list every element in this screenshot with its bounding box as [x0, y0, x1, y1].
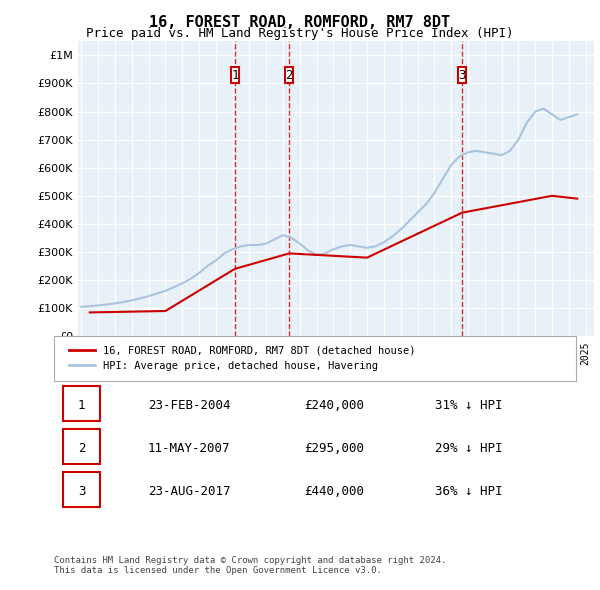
- FancyBboxPatch shape: [285, 67, 293, 83]
- Text: 1: 1: [78, 399, 85, 412]
- Text: 31% ↓ HPI: 31% ↓ HPI: [435, 399, 503, 412]
- Text: 3: 3: [78, 485, 85, 498]
- Text: 3: 3: [458, 68, 466, 82]
- FancyBboxPatch shape: [64, 429, 100, 464]
- Text: 29% ↓ HPI: 29% ↓ HPI: [435, 442, 503, 455]
- Text: 16, FOREST ROAD, ROMFORD, RM7 8DT: 16, FOREST ROAD, ROMFORD, RM7 8DT: [149, 15, 451, 30]
- Text: £440,000: £440,000: [305, 485, 365, 498]
- FancyBboxPatch shape: [64, 386, 100, 421]
- Text: 11-MAY-2007: 11-MAY-2007: [148, 442, 230, 455]
- FancyBboxPatch shape: [230, 67, 239, 83]
- Text: £295,000: £295,000: [305, 442, 365, 455]
- Text: 2: 2: [78, 442, 85, 455]
- Text: £240,000: £240,000: [305, 399, 365, 412]
- FancyBboxPatch shape: [458, 67, 466, 83]
- Text: Price paid vs. HM Land Registry's House Price Index (HPI): Price paid vs. HM Land Registry's House …: [86, 27, 514, 40]
- Text: 36% ↓ HPI: 36% ↓ HPI: [435, 485, 503, 498]
- Text: 23-FEB-2004: 23-FEB-2004: [148, 399, 230, 412]
- Legend: 16, FOREST ROAD, ROMFORD, RM7 8DT (detached house), HPI: Average price, detached: 16, FOREST ROAD, ROMFORD, RM7 8DT (detac…: [64, 342, 419, 375]
- Text: 1: 1: [231, 68, 239, 82]
- Text: 2: 2: [286, 68, 293, 82]
- FancyBboxPatch shape: [64, 472, 100, 507]
- Text: Contains HM Land Registry data © Crown copyright and database right 2024.
This d: Contains HM Land Registry data © Crown c…: [54, 556, 446, 575]
- Text: 23-AUG-2017: 23-AUG-2017: [148, 485, 230, 498]
